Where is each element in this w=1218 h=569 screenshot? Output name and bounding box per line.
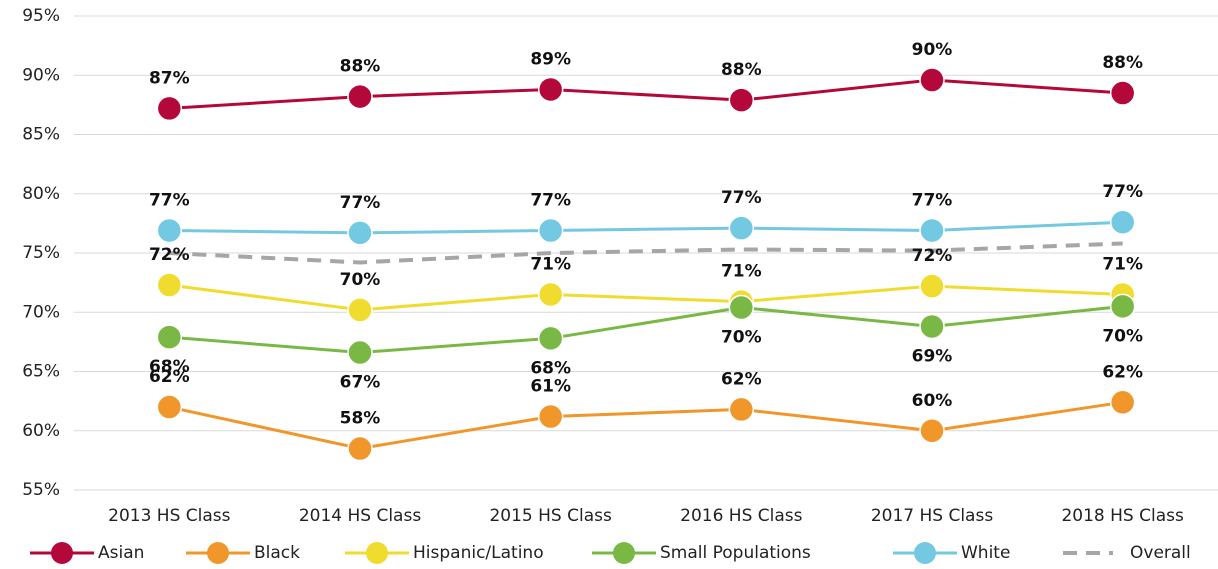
legend-label: Overall xyxy=(1130,543,1191,563)
y-tick-label: 80% xyxy=(22,184,60,204)
series-line xyxy=(169,241,1123,265)
series-line xyxy=(169,304,1123,355)
value-label: 88% xyxy=(721,60,762,80)
legend-label: Small Populations xyxy=(660,543,811,563)
point xyxy=(156,217,183,244)
value-label: 89% xyxy=(530,49,571,69)
point xyxy=(728,87,755,113)
point xyxy=(156,324,183,350)
legend-marker xyxy=(207,542,229,564)
value-label: 87% xyxy=(149,68,190,88)
point xyxy=(537,217,564,244)
legend-marker xyxy=(366,542,388,564)
value-label: 77% xyxy=(721,188,762,208)
point xyxy=(919,418,945,444)
x-tick-label: 2016 HS Class xyxy=(680,506,803,526)
value-label: 68% xyxy=(149,357,190,377)
point xyxy=(347,83,373,110)
value-label: 77% xyxy=(340,193,381,213)
value-label: 71% xyxy=(530,254,571,274)
x-tick-label: 2017 HS Class xyxy=(871,506,994,526)
legend-label: Black xyxy=(254,543,300,563)
point xyxy=(347,339,373,366)
y-tick-label: 55% xyxy=(22,480,60,500)
value-label: 77% xyxy=(1102,182,1143,202)
value-label: 67% xyxy=(340,373,381,393)
value-label: 77% xyxy=(912,190,953,210)
value-label: 68% xyxy=(530,358,571,378)
point xyxy=(728,294,755,321)
value-label: 90% xyxy=(912,40,953,60)
value-label: 71% xyxy=(721,262,762,282)
series-line xyxy=(169,78,1123,110)
value-label: 77% xyxy=(530,190,571,210)
legend-label: Hispanic/Latino xyxy=(413,543,544,563)
y-tick-label: 60% xyxy=(22,421,60,441)
series-line xyxy=(169,283,1123,312)
value-label: 70% xyxy=(340,270,381,290)
legend-label: Asian xyxy=(98,543,144,563)
point xyxy=(537,281,564,308)
point xyxy=(537,403,564,430)
x-tick-label: 2014 HS Class xyxy=(299,506,422,526)
point xyxy=(156,394,183,420)
point xyxy=(919,217,945,244)
point xyxy=(156,95,183,122)
y-tick-label: 70% xyxy=(22,302,60,322)
point xyxy=(156,272,183,298)
point xyxy=(1109,293,1136,320)
point xyxy=(1109,209,1136,235)
x-tick-label: 2015 HS Class xyxy=(489,506,612,526)
value-label: 61% xyxy=(530,377,571,397)
series-line xyxy=(169,400,1123,451)
point xyxy=(919,273,945,299)
point xyxy=(919,313,945,340)
value-label: 77% xyxy=(149,190,190,210)
series-line xyxy=(169,220,1123,235)
point xyxy=(728,396,755,423)
value-label: 72% xyxy=(912,246,953,266)
x-tick-label: 2013 HS Class xyxy=(108,506,231,526)
value-label: 72% xyxy=(149,245,190,265)
y-tick-label: 65% xyxy=(22,362,60,382)
legend-marker xyxy=(51,542,73,564)
y-tick-label: 90% xyxy=(22,65,60,85)
point xyxy=(537,76,564,103)
value-label: 62% xyxy=(1102,362,1143,382)
value-label: 71% xyxy=(1102,254,1143,274)
point xyxy=(537,325,564,352)
value-label: 88% xyxy=(340,57,381,77)
y-tick-label: 75% xyxy=(22,243,60,263)
value-label: 69% xyxy=(912,346,953,366)
point xyxy=(728,215,755,241)
point xyxy=(347,297,373,323)
point xyxy=(347,220,373,246)
point xyxy=(347,435,373,462)
point xyxy=(1109,80,1136,106)
value-label: 70% xyxy=(721,328,762,348)
point xyxy=(1109,389,1136,416)
value-label: 58% xyxy=(340,409,381,429)
x-tick-label: 2018 HS Class xyxy=(1061,506,1184,526)
value-label: 60% xyxy=(912,391,953,411)
y-tick-label: 95% xyxy=(22,6,60,26)
value-label: 62% xyxy=(721,369,762,389)
legend-label: White xyxy=(961,543,1010,563)
legend-marker xyxy=(613,542,635,564)
y-tick-label: 85% xyxy=(22,125,60,145)
value-label: 88% xyxy=(1102,53,1143,73)
value-label: 70% xyxy=(1102,326,1143,346)
value-label: 62% xyxy=(149,367,190,387)
legend-marker xyxy=(914,542,936,564)
point xyxy=(919,67,945,93)
